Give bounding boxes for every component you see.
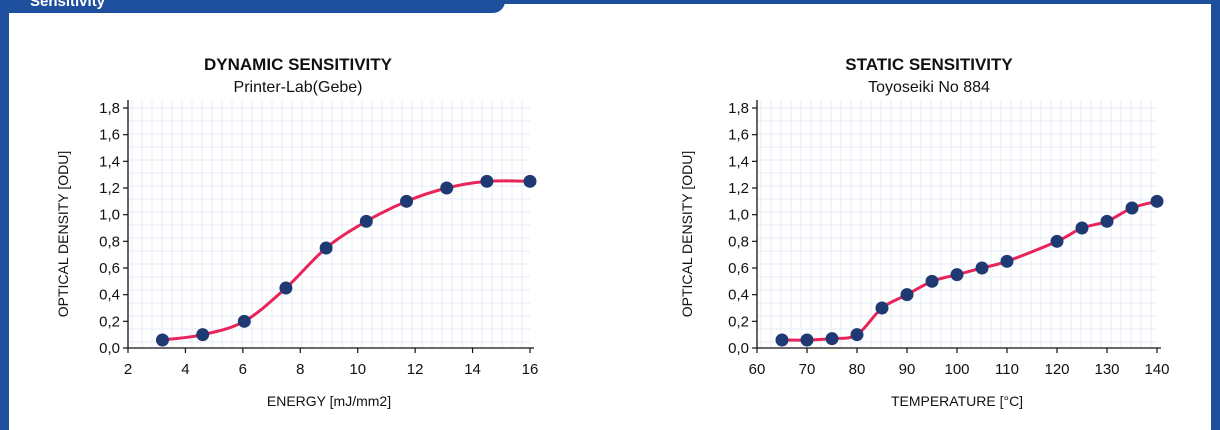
- static-y-tick-label: 0,4: [728, 287, 749, 304]
- static-y-tick-label: 1,2: [728, 180, 749, 197]
- dynamic-y-tick-label: 0,2: [99, 313, 120, 330]
- dynamic-data-point: [440, 181, 454, 195]
- static-data-point: [800, 333, 814, 347]
- static-x-tick-label: 130: [1094, 361, 1119, 378]
- dynamic-y-tick-label: 0,6: [99, 260, 120, 277]
- static-data-point: [1100, 214, 1114, 228]
- dynamic-data-point: [400, 194, 414, 208]
- dynamic-data-point: [359, 214, 373, 228]
- static-x-tick-label: 70: [799, 361, 816, 378]
- dynamic-y-tick-label: 1,6: [99, 127, 120, 144]
- dynamic-data-point: [155, 333, 169, 347]
- dynamic-data-point: [480, 174, 494, 188]
- dynamic-data-point: [279, 281, 293, 295]
- dynamic-data-point: [319, 241, 333, 255]
- static-data-point: [825, 332, 839, 346]
- dynamic-x-tick-label: 16: [522, 361, 539, 378]
- static-data-point: [1000, 254, 1014, 268]
- static-y-tick-label: 1,6: [728, 127, 749, 144]
- static-data-point: [1075, 221, 1089, 235]
- static-y-tick-label: 0,2: [728, 313, 749, 330]
- dynamic-x-tick-label: 4: [181, 361, 189, 378]
- dynamic-y-tick-label: 0,8: [99, 233, 120, 250]
- section-tab-label: Sensitivity: [30, 0, 106, 10]
- dynamic-data-point: [523, 174, 537, 188]
- static-chart-title: STATIC SENSITIVITY: [845, 55, 1013, 74]
- dynamic-y-tick-label: 0,4: [99, 287, 120, 304]
- dynamic-data-point: [237, 314, 251, 328]
- static-x-tick-label: 80: [849, 361, 866, 378]
- static-y-tick-label: 1,0: [728, 207, 749, 224]
- static-x-tick-label: 90: [899, 361, 916, 378]
- dynamic-y-tick-label: 1,4: [99, 153, 120, 170]
- static-y-tick-label: 1,8: [728, 100, 749, 117]
- static-sensitivity-chart: STATIC SENSITIVITY Toyoseiki No 884 0,0 0,2…: [679, 55, 1170, 409]
- dynamic-y-tick-label: 1,0: [99, 207, 120, 224]
- dynamic-x-tick-label: 8: [296, 361, 304, 378]
- static-y-tick-label: 0,0: [728, 340, 749, 357]
- dynamic-x-axis-label: ENERGY [mJ/mm2]: [267, 393, 391, 409]
- dynamic-y-tick-label: 0,0: [99, 340, 120, 357]
- static-x-tick-label: 110: [995, 361, 1019, 378]
- static-x-tick-label: 140: [1144, 361, 1169, 378]
- static-data-point: [850, 328, 864, 342]
- dynamic-x-tick-label: 10: [349, 361, 366, 378]
- static-x-tick-label: 120: [1044, 361, 1069, 378]
- dynamic-chart-title: DYNAMIC SENSITIVITY: [204, 55, 393, 74]
- static-data-point: [1050, 234, 1064, 248]
- dynamic-x-tick-label: 12: [407, 361, 424, 378]
- static-data-point: [925, 274, 939, 288]
- plot-background: [757, 100, 1157, 348]
- static-data-point: [900, 288, 914, 302]
- section-tab: Sensitivity: [0, 0, 505, 13]
- static-y-tick-label: 0,6: [728, 260, 749, 277]
- dynamic-y-axis-label: OPTICAL DENSITY [ODU]: [55, 151, 71, 317]
- dynamic-y-tick-label: 1,2: [99, 180, 120, 197]
- static-data-point: [975, 261, 989, 275]
- dynamic-chart-subtitle: Printer-Lab(Gebe): [234, 79, 363, 96]
- dynamic-x-tick-label: 2: [124, 361, 132, 378]
- static-chart-subtitle: Toyoseiki No 884: [868, 79, 990, 96]
- static-y-axis-label: OPTICAL DENSITY [ODU]: [679, 151, 695, 317]
- static-data-point: [1125, 201, 1139, 215]
- dynamic-series-line: [162, 179, 531, 342]
- static-data-point: [950, 268, 964, 282]
- static-x-tick-label: 100: [944, 361, 969, 378]
- static-y-tick-label: 1,4: [728, 153, 749, 170]
- dynamic-data-point: [196, 328, 210, 342]
- dynamic-sensitivity-chart: DYNAMIC SENSITIVITY Printer-Lab(Gebe) 0,0 0…: [55, 55, 539, 409]
- static-data-point: [1150, 194, 1164, 208]
- static-data-point: [875, 301, 889, 315]
- dynamic-y-tick-label: 1,8: [99, 100, 120, 117]
- dynamic-x-tick-label: 6: [239, 361, 247, 378]
- dynamic-x-tick-label: 14: [464, 361, 481, 378]
- static-data-point: [775, 333, 789, 347]
- plot-background: [128, 100, 530, 348]
- static-x-axis-label: TEMPERATURE [°C]: [891, 393, 1023, 409]
- static-y-tick-label: 0,8: [728, 233, 749, 250]
- static-x-tick-label: 60: [749, 361, 766, 378]
